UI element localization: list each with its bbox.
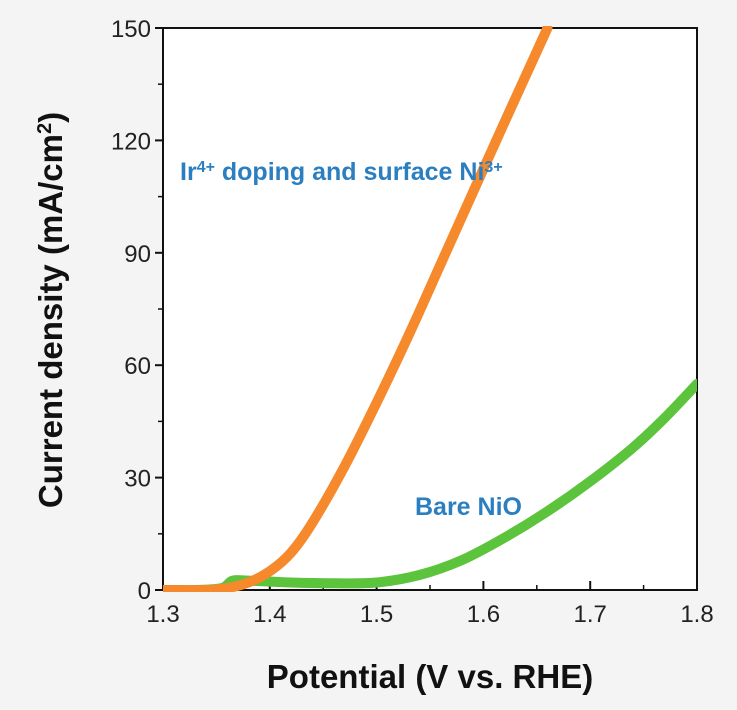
x-tick-label: 1.5	[360, 601, 393, 628]
x-tick-label: 1.6	[467, 601, 500, 628]
y-axis-title: Current density (mA/cm2)	[32, 112, 69, 508]
axis-ticks: 1.3 1.4 1.5 1.6 1.7 1.8 0 30 60 90 120 150	[111, 16, 714, 628]
y-tick-label: 150	[111, 16, 151, 43]
y-axis-title-end: )	[32, 112, 69, 123]
y-tick-label: 120	[111, 128, 151, 155]
x-tick-label: 1.3	[146, 601, 179, 628]
y-tick-label: 30	[124, 466, 151, 493]
x-axis-title: Potential (V vs. RHE)	[267, 658, 593, 695]
x-tick-label: 1.4	[253, 601, 286, 628]
annotation-doped-prefix: Ir	[180, 158, 197, 186]
plot-area	[162, 27, 698, 591]
series-line-ir-doped	[163, 26, 553, 592]
y-tick-label: 90	[124, 241, 151, 268]
x-tick-label: 1.8	[680, 601, 713, 628]
series-layer	[163, 26, 697, 592]
annotation-bare-nio: Bare NiO	[415, 493, 522, 521]
y-tick-label: 60	[124, 353, 151, 380]
annotation-doped-sup1: 4+	[197, 159, 215, 176]
y-tick-label: 0	[138, 578, 151, 605]
y-axis-title-sup: 2	[34, 123, 56, 134]
annotation-doped-sup2: 3+	[484, 159, 502, 176]
y-axis-title-main: Current density (mA/cm	[32, 134, 69, 508]
annotation-doped: Ir4+ doping and surface Ni3+	[180, 158, 503, 186]
annotation-doped-mid: doping and surface Ni	[215, 158, 484, 186]
x-tick-label: 1.7	[574, 601, 607, 628]
